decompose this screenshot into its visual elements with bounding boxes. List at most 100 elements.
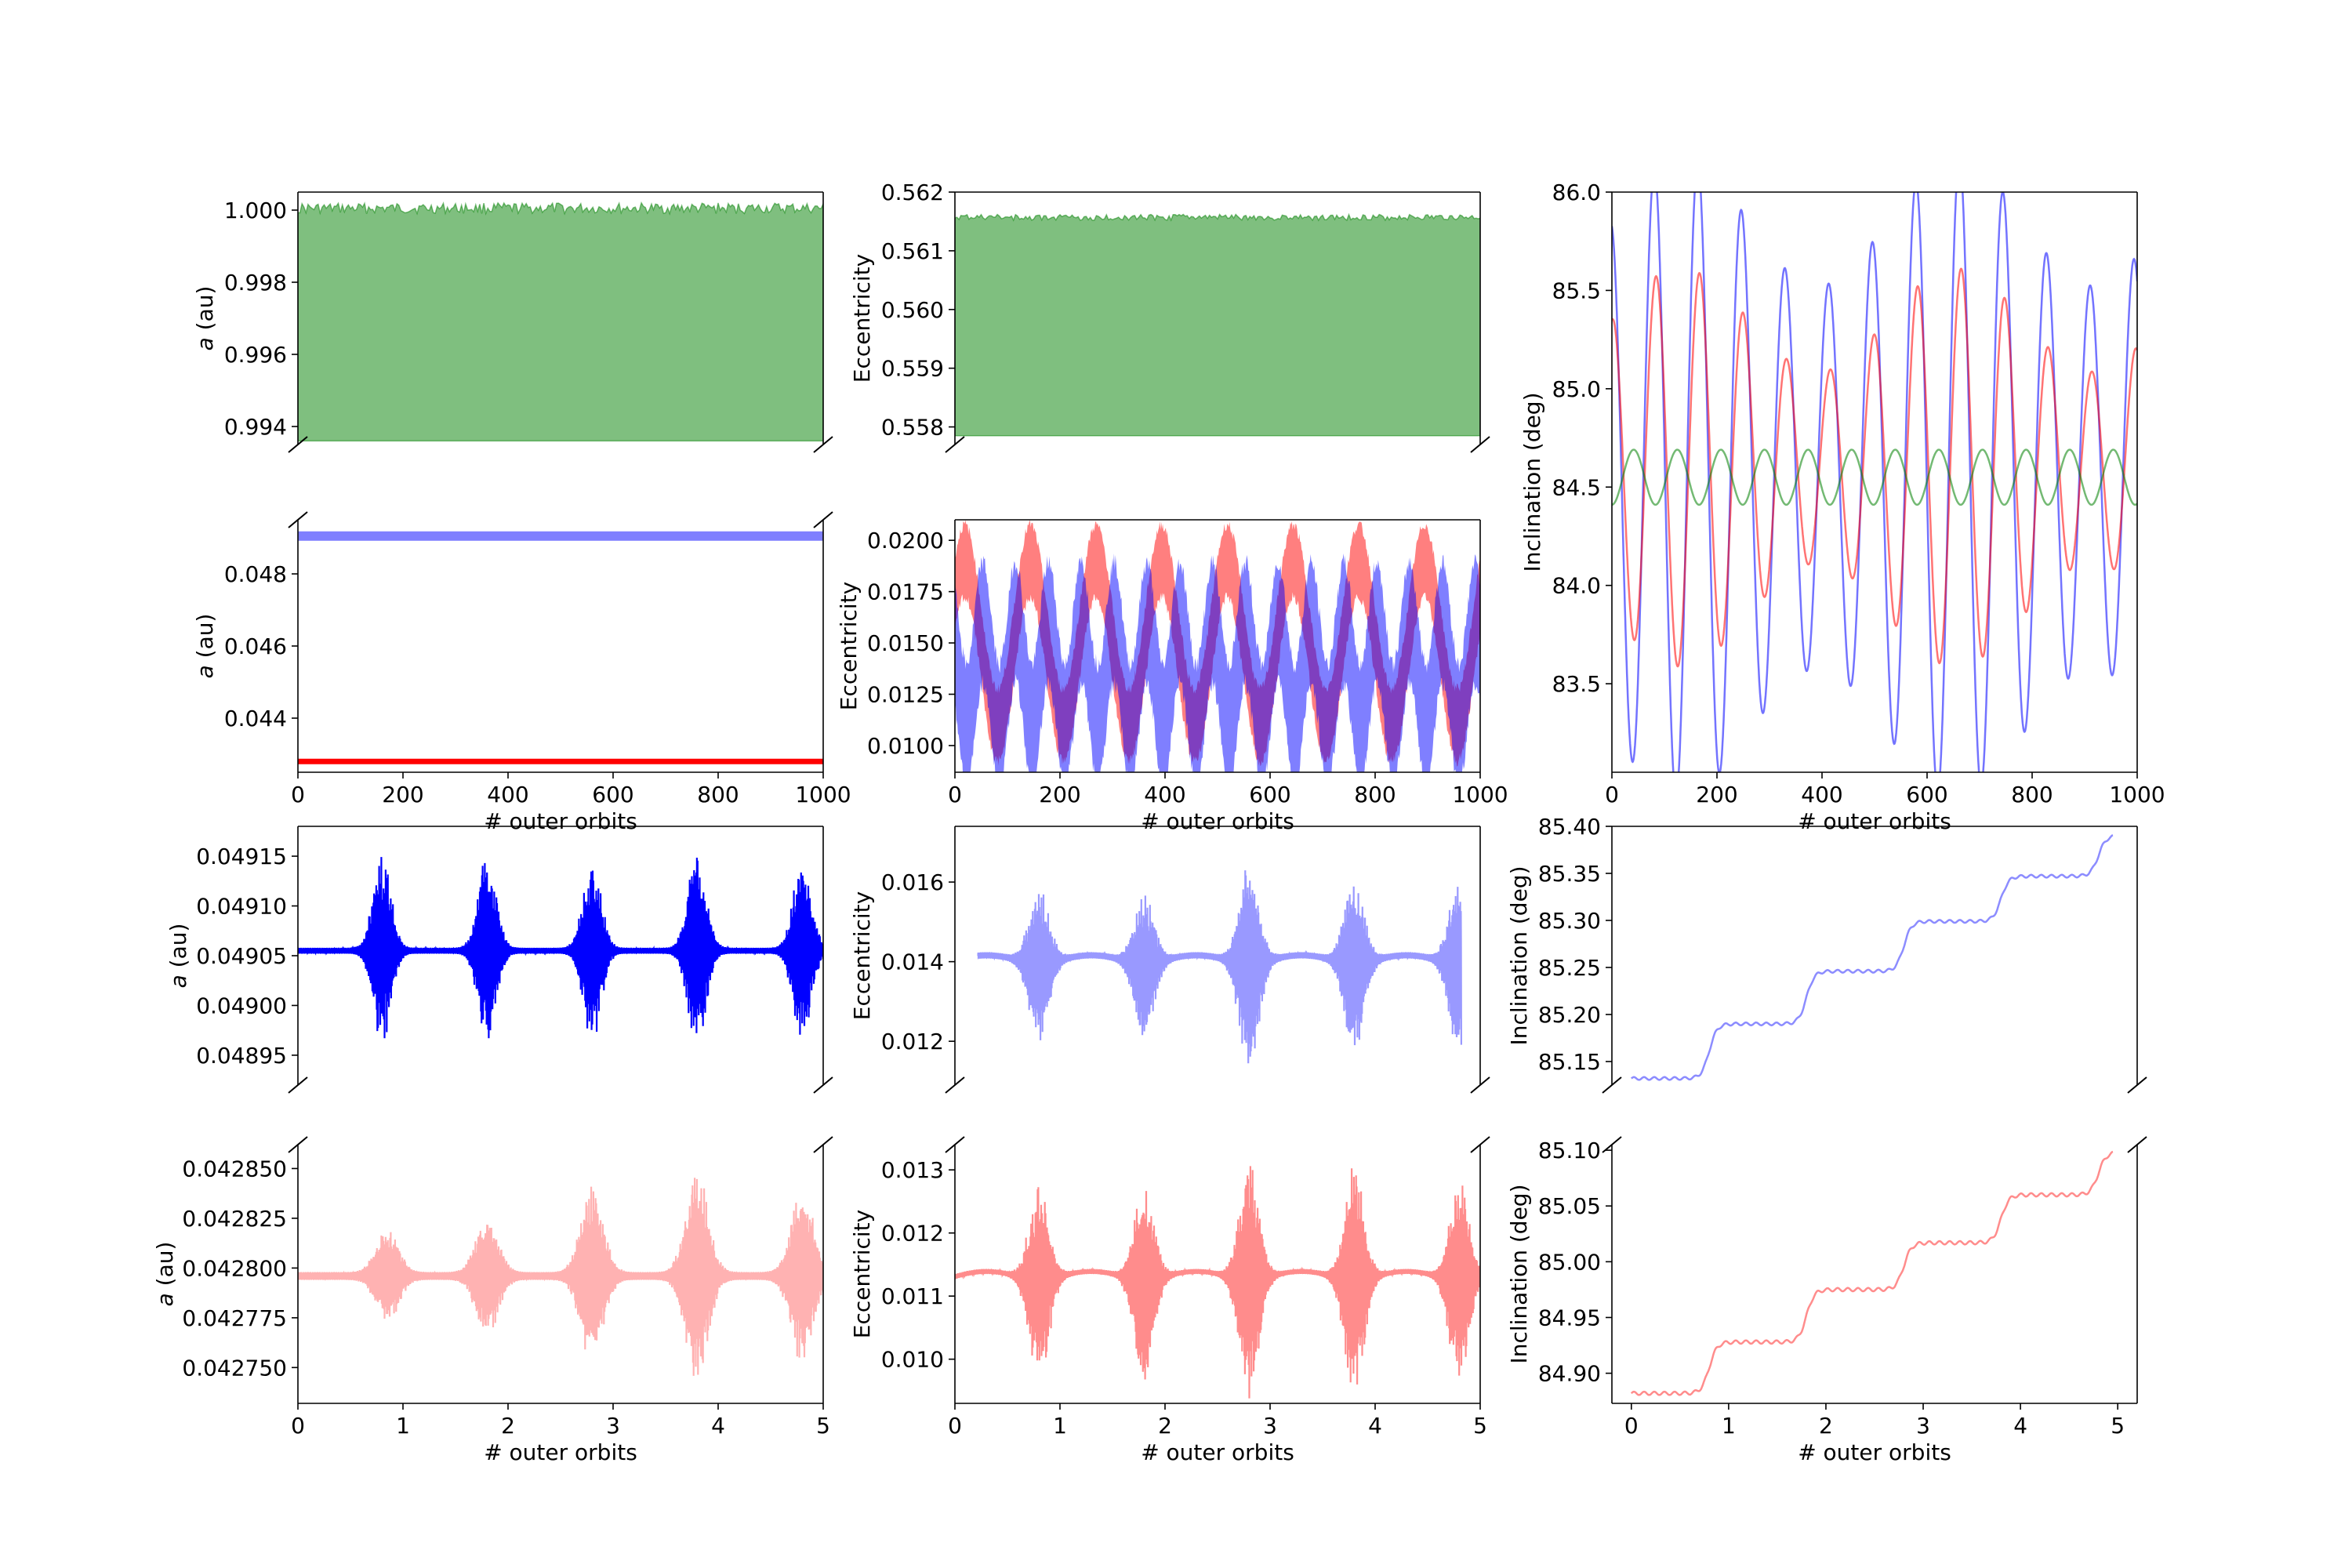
x-tick-label: 4 bbox=[711, 1413, 725, 1439]
x-tick-label: 400 bbox=[487, 782, 528, 808]
x-tick-label: 200 bbox=[1039, 782, 1080, 808]
y-axis-label: Inclination (deg) bbox=[1519, 392, 1545, 572]
y-tick-label: 0.04910 bbox=[196, 894, 287, 920]
axis-break-mark bbox=[1470, 1136, 1490, 1153]
panel-p_a_outer: 0.994 0.996 0.998 1.000 a (au) bbox=[192, 191, 833, 453]
y-tick-label: 85.05 bbox=[1538, 1193, 1601, 1219]
plot-area bbox=[298, 201, 823, 442]
series-outer bbox=[1612, 448, 2137, 506]
axis-break-mark bbox=[1470, 436, 1490, 453]
panel-p_a_b_short: 0.04895 0.04900 0.04905 0.04910 0.04915 a (au… bbox=[165, 826, 833, 1094]
y-tick-label: 0.0100 bbox=[867, 733, 944, 759]
plot-area bbox=[955, 212, 1480, 437]
x-tick-label: 600 bbox=[1249, 782, 1290, 808]
y-tick-label: 0.044 bbox=[224, 706, 287, 731]
y-tick-label: 83.5 bbox=[1552, 671, 1601, 697]
y-tick-label: 0.048 bbox=[224, 561, 287, 587]
y-tick-label: 0.012 bbox=[881, 1029, 944, 1054]
axis-break-mark bbox=[1470, 1076, 1490, 1094]
y-axis-label: Inclination (deg) bbox=[1506, 1184, 1532, 1363]
y-tick-label: 86.0 bbox=[1552, 180, 1601, 205]
y-tick-label: 0.04915 bbox=[196, 844, 287, 869]
plot-area bbox=[955, 520, 1480, 772]
plot-area bbox=[298, 857, 823, 1039]
y-tick-label: 0.013 bbox=[881, 1157, 944, 1183]
y-tick-label: 0.559 bbox=[881, 356, 944, 382]
x-tick-label: 1000 bbox=[1452, 782, 1508, 808]
x-tick-label: 200 bbox=[1696, 782, 1737, 808]
y-tick-label: 84.95 bbox=[1538, 1305, 1601, 1330]
y-tick-label: 0.014 bbox=[881, 949, 944, 975]
plot-area bbox=[1630, 1150, 2114, 1396]
series-inner-c bbox=[1630, 1150, 2114, 1396]
series-inner-b bbox=[1630, 834, 2114, 1081]
x-tick-label: 5 bbox=[816, 1413, 830, 1439]
y-tick-label: 0.042775 bbox=[182, 1305, 287, 1331]
x-tick-label: 0 bbox=[1605, 782, 1619, 808]
x-tick-label: 1 bbox=[396, 1413, 410, 1439]
y-axis-label: Eccentricity bbox=[836, 582, 862, 710]
y-tick-label: 0.04895 bbox=[196, 1043, 287, 1069]
y-tick-label: 84.90 bbox=[1538, 1361, 1601, 1387]
y-tick-label: 0.0175 bbox=[867, 579, 944, 605]
y-tick-label: 85.10 bbox=[1538, 1138, 1601, 1163]
y-axis-label: Eccentricity bbox=[849, 254, 875, 383]
x-tick-label: 0 bbox=[291, 1413, 305, 1439]
x-tick-label: 3 bbox=[1916, 1413, 1930, 1439]
x-tick-label: 600 bbox=[592, 782, 633, 808]
axis-break-mark bbox=[2127, 1136, 2147, 1153]
plot-area bbox=[298, 531, 823, 764]
plot-area bbox=[1630, 834, 2114, 1081]
axis-break-mark bbox=[945, 1076, 965, 1094]
y-tick-label: 0.558 bbox=[881, 415, 944, 441]
y-tick-label: 0.996 bbox=[224, 342, 287, 368]
x-axis-label: # outer orbits bbox=[1141, 1439, 1294, 1465]
x-tick-label: 1000 bbox=[795, 782, 851, 808]
y-axis-label: Eccentricity bbox=[849, 1210, 875, 1338]
series-inner-b bbox=[977, 870, 1462, 1064]
axis-break-mark bbox=[1602, 1076, 1622, 1094]
series-outer bbox=[298, 201, 823, 442]
panel-p_e_c_short: 0.010 0.011 0.012 0.013 0 1 2 3 4 5 # outer orbits… bbox=[849, 1136, 1490, 1465]
y-tick-label: 0.0150 bbox=[867, 630, 944, 656]
series-outer bbox=[955, 212, 1480, 437]
y-tick-label: 85.15 bbox=[1538, 1049, 1601, 1075]
series-inner-b bbox=[1612, 192, 2137, 772]
y-tick-label: 0.012 bbox=[881, 1221, 944, 1247]
x-axis-label: # outer orbits bbox=[1798, 808, 1951, 834]
x-tick-label: 4 bbox=[2013, 1413, 2027, 1439]
x-tick-label: 800 bbox=[2011, 782, 2053, 808]
x-tick-label: 0 bbox=[1624, 1413, 1639, 1439]
series-inner-b bbox=[298, 857, 823, 1039]
x-tick-label: 1 bbox=[1722, 1413, 1736, 1439]
y-tick-label: 84.5 bbox=[1552, 474, 1601, 500]
y-axis-label: Inclination (deg) bbox=[1506, 866, 1532, 1045]
x-axis-label: # outer orbits bbox=[484, 1439, 637, 1465]
y-tick-label: 85.5 bbox=[1552, 278, 1601, 303]
plot-area bbox=[955, 1166, 1480, 1399]
series-inner-b bbox=[955, 553, 1480, 772]
y-tick-label: 85.25 bbox=[1538, 955, 1601, 981]
axis-break-mark bbox=[813, 511, 833, 528]
y-tick-label: 85.20 bbox=[1538, 1002, 1601, 1028]
x-tick-label: 200 bbox=[382, 782, 423, 808]
y-tick-label: 0.016 bbox=[881, 869, 944, 895]
axis-break-mark bbox=[945, 436, 965, 453]
axis-break-mark bbox=[945, 1136, 965, 1153]
x-axis-label: # outer orbits bbox=[1798, 1439, 1951, 1465]
axis-break-mark bbox=[813, 1076, 833, 1094]
y-tick-label: 85.00 bbox=[1538, 1249, 1601, 1275]
series-inner-c bbox=[955, 1166, 1480, 1399]
y-tick-label: 0.561 bbox=[881, 238, 944, 264]
panel-p_a_inner_long: 0.044 0.046 0.048 0 200 400 600 800 1000 # outer … bbox=[192, 511, 851, 834]
panel-p_e_inner_long: 0.0100 0.0125 0.0150 0.0175 0.0200 0 200 400 600… bbox=[836, 519, 1508, 834]
x-tick-label: 4 bbox=[1368, 1413, 1382, 1439]
y-tick-label: 0.560 bbox=[881, 297, 944, 323]
x-tick-label: 5 bbox=[1473, 1413, 1487, 1439]
y-axis-label: a (au) bbox=[192, 614, 218, 679]
plot-area bbox=[298, 1178, 823, 1376]
y-axis-label: Eccentricity bbox=[849, 891, 875, 1020]
plot-area bbox=[1612, 192, 2137, 772]
